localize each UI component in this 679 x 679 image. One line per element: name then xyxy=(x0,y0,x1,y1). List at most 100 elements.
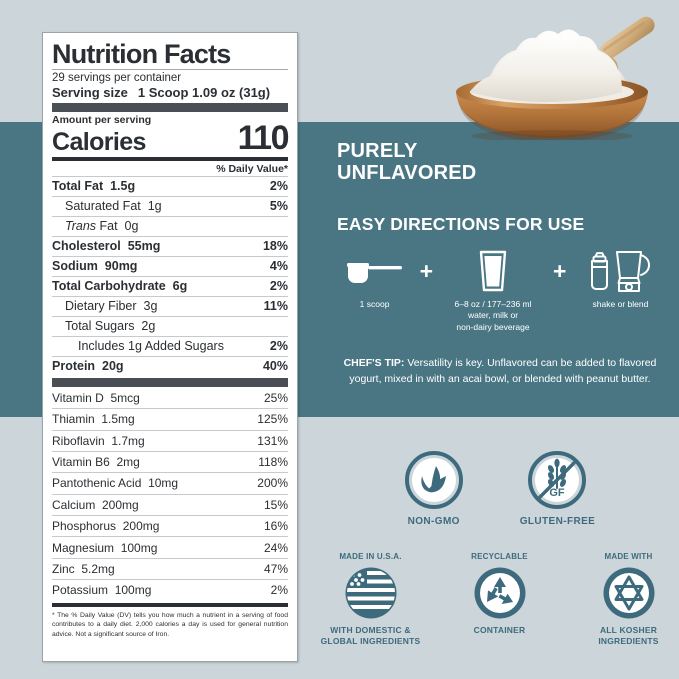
nutrient-daily-value: 25% xyxy=(263,390,288,405)
nutrient-daily-value: 2% xyxy=(270,583,288,598)
divider-under-dv-header xyxy=(52,175,288,177)
nutrient-row: Vitamin D 5mcg 25% xyxy=(52,388,288,408)
row-divider xyxy=(52,275,288,277)
nutrient-row: Total Carbohydrate 6g 2% xyxy=(52,277,288,296)
row-divider xyxy=(52,315,288,317)
badge-gluten-free: GF GLUTEN-FREE xyxy=(520,450,596,527)
marketing-column: PURELY UNFLAVORED EASY DIRECTIONS FOR US… xyxy=(320,0,679,679)
nutrient-daily-value: 16% xyxy=(263,519,288,534)
badge-non-gmo: NON-GMO xyxy=(404,450,464,527)
divider-under-title xyxy=(52,69,288,71)
nutrient-row: Includes 1g Added Sugars 2% xyxy=(52,337,288,356)
row-divider xyxy=(52,515,288,516)
glass-icon xyxy=(476,248,510,294)
divider-thick-top xyxy=(52,103,288,113)
nutrient-daily-value: 131% xyxy=(257,433,288,448)
direction-caption-liquid: 6–8 oz / 177–236 ml water, milk or non-dai… xyxy=(454,299,532,332)
svg-text:GF: GF xyxy=(550,487,566,499)
row-divider xyxy=(52,450,288,452)
nutrient-name: Total Carbohydrate 6g xyxy=(52,279,188,294)
nutrient-row: Calcium 200mg 15% xyxy=(52,495,288,515)
star-of-david-icon xyxy=(603,567,654,619)
row-divider xyxy=(52,408,288,410)
nutrient-daily-value: 18% xyxy=(262,239,288,254)
nutrient-name: Total Sugars 2g xyxy=(65,319,156,334)
calories-label: Calories xyxy=(52,127,146,156)
badge-toplabel-kosher: MADE WITH xyxy=(604,552,653,561)
nutrient-name: Zinc 5.2mg xyxy=(52,561,115,576)
nutrient-name: Protein 20g xyxy=(52,359,124,374)
nutrient-name: Cholesterol 55mg xyxy=(52,239,161,254)
product-photo xyxy=(432,8,672,140)
servings-per-container: 29 servings per container xyxy=(52,72,182,85)
row-divider xyxy=(52,429,288,431)
headline-line-2: UNFLAVORED xyxy=(337,162,477,185)
chefs-tip: CHEF'S TIP: Versatility is key. Unflavor… xyxy=(340,356,660,388)
badge-toplabel-recyclable: RECYCLABLE xyxy=(471,552,528,561)
row-divider xyxy=(52,355,288,357)
serving-size-row: Serving size 1 Scoop 1.09 oz (31g) xyxy=(52,85,288,100)
certification-badges-bottom: MADE IN U.S.A. xyxy=(320,552,679,647)
row-divider xyxy=(52,255,288,257)
nutrient-row: Thiamin 1.5mg 125% xyxy=(52,409,288,429)
nutrient-name: Total Fat 1.5g xyxy=(52,179,136,194)
badge-label-non-gmo: NON-GMO xyxy=(407,516,460,527)
nutrient-daily-value: 200% xyxy=(257,476,288,491)
nutrition-facts-panel: Nutrition Facts 29 servings per containe… xyxy=(42,32,298,662)
nutrient-daily-value: 118% xyxy=(258,455,288,470)
nutrient-row: Total Sugars 2g xyxy=(52,317,288,336)
row-divider xyxy=(52,335,288,337)
nutrient-name: Potassium 100mg xyxy=(52,583,152,598)
nutrient-row: Potassium 100mg 2% xyxy=(52,580,288,600)
nutrient-name: Phosphorus 200mg xyxy=(52,519,160,534)
macronutrients-list: Total Fat 1.5g 2% Saturated Fat 1g 5% Trans … xyxy=(52,177,288,376)
directions-row: 1 scoop + 6–8 oz / 177–236 ml water, milk… xyxy=(328,248,676,333)
nutrient-name: Includes 1g Added Sugars xyxy=(78,339,224,354)
row-divider xyxy=(52,493,288,495)
nutrient-name: Calcium 200mg xyxy=(52,497,139,512)
nutrient-row: Riboflavin 1.7mg 131% xyxy=(52,431,288,451)
nutrient-daily-value: 5% xyxy=(269,199,288,214)
nutrient-name: Dietary Fiber 3g xyxy=(65,299,158,314)
row-divider xyxy=(52,536,288,538)
nutrient-daily-value: 2% xyxy=(269,339,288,354)
certification-badges-top: NON-GMO GF GLUTEN-FREE xyxy=(320,450,679,527)
nutrient-daily-value: 2% xyxy=(269,179,288,194)
divider-thick-bottom xyxy=(52,377,288,387)
row-divider xyxy=(52,579,288,581)
nutrient-row: Trans Fat 0g xyxy=(52,217,288,236)
row-divider xyxy=(52,215,288,217)
badge-recyclable: RECYCLABLE CONTAINER xyxy=(449,552,550,636)
direction-caption-scoop: 1 scoop xyxy=(359,299,390,309)
nutrient-daily-value: 40% xyxy=(262,359,288,374)
row-divider xyxy=(52,295,288,297)
nutrition-facts-title: Nutrition Facts xyxy=(52,39,231,69)
wheat-crossed-gf-icon: GF xyxy=(528,451,587,509)
nutrient-row: Pantothenic Acid 10mg 200% xyxy=(52,473,288,493)
product-headline: PURELY UNFLAVORED xyxy=(337,140,537,185)
chefs-tip-label: CHEF'S TIP: xyxy=(343,357,405,369)
nutrient-name: Sodium 90mg xyxy=(52,259,138,274)
plus-separator-1: + xyxy=(419,258,433,284)
headline-line-1: PURELY xyxy=(337,140,418,162)
badge-made-in-usa: MADE IN U.S.A. xyxy=(320,552,421,647)
calories-value: 110 xyxy=(237,119,290,158)
badge-kosher: MADE WITH ALL KOSHER INGREDIENTS xyxy=(578,552,679,647)
plus-separator-2: + xyxy=(553,258,567,284)
divider-above-footnote xyxy=(52,602,288,607)
calories-row: Calories 110 xyxy=(52,119,290,158)
serving-size-value: 1 Scoop 1.09 oz (31g) xyxy=(137,85,271,101)
leaf-icon xyxy=(404,451,463,509)
recycle-icon xyxy=(474,567,525,619)
direction-caption-mix: shake or blend xyxy=(592,299,649,309)
amount-per-serving-label: Amount per serving xyxy=(52,114,152,127)
daily-value-header: % Daily Value* xyxy=(216,162,288,175)
nutrient-name: Saturated Fat 1g xyxy=(65,199,162,214)
nutrient-name: Pantothenic Acid 10mg xyxy=(52,476,179,491)
direction-step-mix: shake or blend xyxy=(572,248,668,310)
direction-step-scoop: 1 scoop xyxy=(336,248,414,310)
daily-value-footnote: * The % Daily Value (DV) tells you how m… xyxy=(52,611,288,639)
nutrient-row: Saturated Fat 1g 5% xyxy=(52,197,288,216)
nutrient-row: Vitamin B6 2mg 118% xyxy=(52,452,288,472)
row-divider xyxy=(52,472,288,474)
